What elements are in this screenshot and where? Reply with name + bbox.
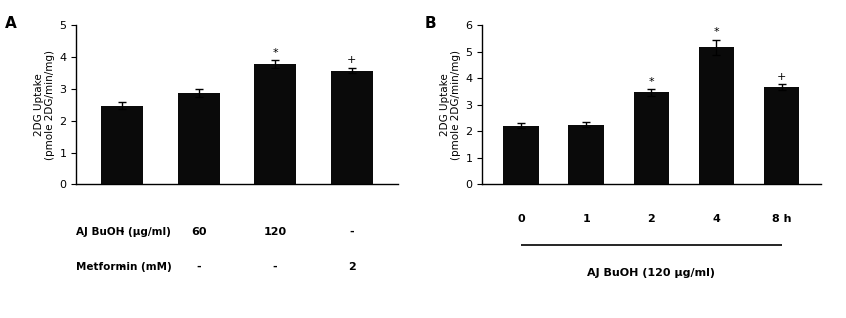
Y-axis label: 2DG Uptake
(pmole 2DG/min/mg): 2DG Uptake (pmole 2DG/min/mg): [34, 50, 55, 160]
Bar: [331, 71, 373, 184]
Text: +: +: [347, 55, 356, 65]
Text: 8 h: 8 h: [772, 214, 791, 225]
Text: 120: 120: [264, 227, 287, 237]
Bar: [764, 87, 799, 184]
Y-axis label: 2DG Uptake
(pmole 2DG/min/mg): 2DG Uptake (pmole 2DG/min/mg): [440, 50, 461, 160]
Text: *: *: [714, 27, 719, 37]
Text: *: *: [272, 48, 278, 58]
Text: A: A: [5, 16, 17, 31]
Bar: [699, 47, 734, 184]
Bar: [503, 126, 539, 184]
Text: -: -: [120, 227, 124, 237]
Text: 4: 4: [712, 214, 721, 225]
Text: *: *: [649, 77, 654, 86]
Text: AJ BuOH (120 μg/ml): AJ BuOH (120 μg/ml): [587, 268, 716, 279]
Text: B: B: [425, 16, 437, 31]
Text: -: -: [349, 227, 354, 237]
Bar: [254, 64, 296, 184]
Bar: [569, 125, 604, 184]
Text: AJ BuOH (μg/ml): AJ BuOH (μg/ml): [76, 227, 171, 237]
Text: 0: 0: [518, 214, 525, 225]
Text: 2: 2: [348, 262, 355, 272]
Text: 1: 1: [582, 214, 591, 225]
Bar: [178, 93, 220, 184]
Text: -: -: [196, 262, 201, 272]
Bar: [101, 106, 143, 184]
Text: Metformin (mM): Metformin (mM): [76, 262, 172, 272]
Text: -: -: [120, 262, 124, 272]
Text: 60: 60: [191, 227, 206, 237]
Text: +: +: [777, 72, 786, 82]
Text: -: -: [273, 262, 277, 272]
Bar: [634, 93, 669, 184]
Text: 2: 2: [647, 214, 656, 225]
